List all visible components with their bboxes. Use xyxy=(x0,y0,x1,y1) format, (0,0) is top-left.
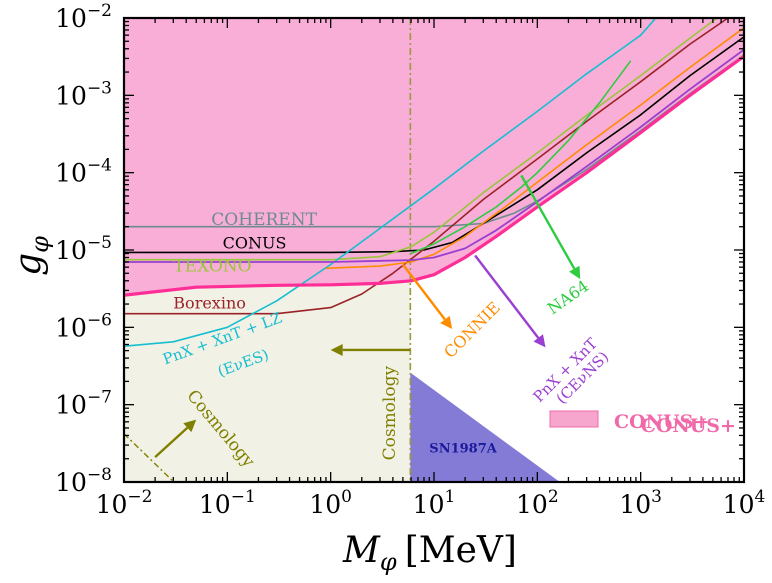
x-axis-subscript: φ xyxy=(380,548,397,576)
annotation-conus: CONUS+ xyxy=(641,415,736,437)
cosmology-left-arrow xyxy=(330,343,411,356)
legend-label: CONUS+ xyxy=(614,411,709,433)
curve-texono xyxy=(124,18,718,261)
curve-na64 xyxy=(410,60,632,255)
annotation-borexino: Borexino xyxy=(173,294,246,313)
y-tick-label: 10−4 xyxy=(55,156,112,188)
cevns-arrow xyxy=(474,254,546,348)
x-tick-label: 104 xyxy=(723,487,766,519)
x-tick-label: 10−2 xyxy=(96,487,153,519)
na64-arrow xyxy=(520,174,581,280)
y-tick-label: 10−5 xyxy=(55,233,112,265)
y-axis-label: gφ xyxy=(8,236,54,276)
legend-item-conus: CONUS+ xyxy=(549,410,709,433)
y-axis-symbol: g xyxy=(8,253,49,276)
curve-pnx-xnt-lz-e-es xyxy=(124,18,657,347)
y-tick-label: 10−7 xyxy=(55,388,112,420)
cosmology-up-arrow xyxy=(154,419,197,458)
y-tick-label: 10−8 xyxy=(55,465,112,497)
y-axis-subscript: φ xyxy=(26,236,54,253)
annotation-coherent: COHERENT xyxy=(211,210,317,230)
curve-pnx-xnt-ce-ns xyxy=(124,48,744,263)
annotation-texono: TEXONO xyxy=(173,256,251,276)
annotation-conus: CONUS xyxy=(223,233,287,252)
x-tick-label: 100 xyxy=(309,487,352,519)
connie-arrow xyxy=(401,263,453,330)
x-axis-unit: [MeV] xyxy=(405,530,517,571)
y-tick-label: 10−6 xyxy=(55,310,112,342)
cosmology-guide-line xyxy=(124,433,175,482)
x-axis-label: Mφ [MeV] xyxy=(342,530,517,576)
y-tick-label: 10−3 xyxy=(55,78,112,110)
annotation-sn1987a: SN1987A xyxy=(429,442,497,457)
x-axis-symbol: M xyxy=(342,530,381,571)
x-tick-label: 103 xyxy=(619,487,662,519)
x-tick-label: 10−1 xyxy=(199,487,256,519)
region-sn1987a xyxy=(410,372,560,482)
curve-connie xyxy=(325,27,744,270)
x-tick-label: 101 xyxy=(413,487,456,519)
legend-swatch xyxy=(549,410,599,428)
curve-conus xyxy=(124,55,744,297)
annotation-cosmology: Cosmology xyxy=(380,366,400,461)
curve-borexino xyxy=(124,18,729,315)
x-tick-label: 102 xyxy=(516,487,559,519)
region-cosmology xyxy=(124,280,411,482)
y-tick-label: 10−2 xyxy=(55,1,112,33)
